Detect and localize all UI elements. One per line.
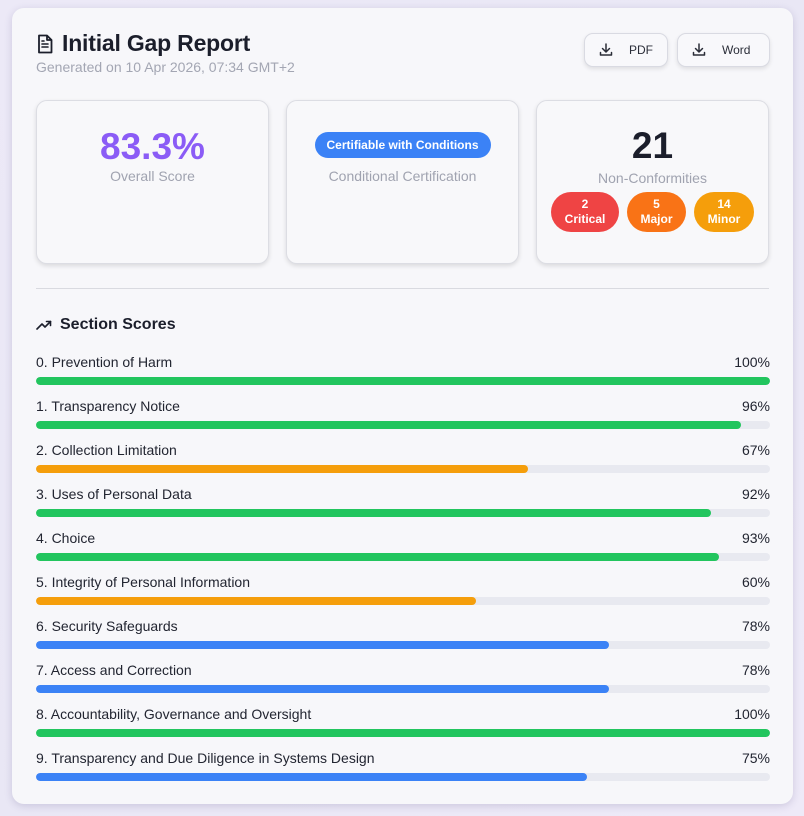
section-score-row: 3. Uses of Personal Data 92%	[36, 486, 770, 530]
word-label: Word	[722, 43, 751, 57]
progress-track	[36, 597, 770, 605]
page-title: Initial Gap Report	[62, 30, 251, 56]
progress-fill	[36, 465, 528, 473]
certification-label: Conditional Certification	[328, 168, 477, 184]
progress-fill	[36, 597, 477, 605]
critical-count: 2	[581, 197, 589, 211]
section-score-row: 0. Prevention of Harm 100%	[36, 354, 770, 398]
overall-score-label: Overall Score	[110, 168, 195, 184]
section-label: 9. Transparency and Due Diligence in Sys…	[36, 750, 375, 766]
critical-label: Critical	[564, 212, 606, 226]
section-percentage: 93%	[741, 530, 770, 546]
progress-fill	[36, 685, 609, 693]
minor-count: 14	[717, 197, 731, 211]
progress-track	[36, 685, 770, 693]
title-row: Initial Gap Report	[36, 30, 769, 57]
section-label: 4. Choice	[36, 530, 96, 546]
section-label: 3. Uses of Personal Data	[36, 486, 192, 502]
section-label: 6. Security Safeguards	[36, 618, 178, 634]
download-icon	[692, 43, 706, 56]
divider	[36, 288, 769, 289]
section-label: 8. Accountability, Governance and Oversi…	[36, 706, 312, 722]
progress-track	[36, 729, 770, 737]
section-percentage: 67%	[741, 442, 770, 458]
progress-fill	[36, 377, 770, 385]
section-score-row: 6. Security Safeguards 78%	[36, 618, 770, 662]
progress-track	[36, 421, 770, 429]
major-count: 5	[653, 197, 660, 211]
progress-fill	[36, 421, 741, 429]
section-scores-title: Section Scores	[60, 316, 176, 333]
section-percentage: 100%	[734, 706, 770, 722]
section-score-row: 7. Access and Correction 78%	[36, 662, 770, 706]
section-label: 2. Collection Limitation	[36, 442, 177, 458]
section-percentage: 78%	[741, 618, 770, 634]
progress-track	[36, 773, 770, 781]
generated-timestamp: Generated on 10 Apr 2026, 07:34 GMT+2	[36, 59, 295, 75]
progress-track	[36, 553, 770, 561]
section-percentage: 100%	[734, 354, 770, 370]
major-badge: 5 Major	[627, 192, 686, 232]
progress-track	[36, 641, 770, 649]
document-icon	[38, 34, 53, 53]
trending-up-icon	[36, 320, 52, 330]
section-score-row: 4. Choice 93%	[36, 530, 770, 574]
progress-fill	[36, 729, 770, 737]
section-score-row: 2. Collection Limitation 67%	[36, 442, 770, 486]
certification-card: Certifiable with Conditions Conditional …	[286, 100, 519, 264]
section-percentage: 96%	[741, 398, 770, 414]
critical-badge: 2 Critical	[551, 192, 619, 232]
progress-fill	[36, 641, 609, 649]
section-score-row: 9. Transparency and Due Diligence in Sys…	[36, 750, 770, 794]
progress-fill	[36, 509, 712, 517]
report-card: Initial Gap Report Generated on 10 Apr 2…	[12, 8, 793, 804]
section-label: 7. Access and Correction	[36, 662, 192, 678]
section-percentage: 78%	[741, 662, 770, 678]
section-label: 1. Transparency Notice	[36, 398, 180, 414]
section-percentage: 92%	[741, 486, 770, 502]
minor-label: Minor	[707, 212, 741, 226]
download-pdf-button[interactable]: PDF	[584, 33, 668, 67]
progress-fill	[36, 553, 719, 561]
section-label: 5. Integrity of Personal Information	[36, 574, 250, 590]
overall-score-value: 83.3%	[100, 126, 205, 167]
progress-track	[36, 465, 770, 473]
section-scores-list: 0. Prevention of Harm 100% 1. Transparency…	[36, 354, 770, 794]
non-conformities-count: 21	[631, 125, 674, 166]
certification-status-badge: Certifiable with Conditions	[314, 132, 491, 158]
pdf-label: PDF	[629, 43, 653, 57]
non-conformities-card: 21 Non-Conformities 2 Critical 5 Major 1…	[536, 100, 769, 264]
section-percentage: 75%	[741, 750, 770, 766]
minor-badge: 14 Minor	[694, 192, 754, 232]
download-icon	[599, 43, 613, 56]
major-label: Major	[640, 212, 673, 226]
progress-track	[36, 509, 770, 517]
section-score-row: 8. Accountability, Governance and Oversi…	[36, 706, 770, 750]
non-conformities-label: Non-Conformities	[598, 170, 707, 186]
download-word-button[interactable]: Word	[677, 33, 770, 67]
overall-score-card: 83.3% Overall Score	[36, 100, 269, 264]
section-percentage: 60%	[741, 574, 770, 590]
section-scores-heading: Section Scores	[36, 316, 176, 334]
progress-track	[36, 377, 770, 385]
section-label: 0. Prevention of Harm	[36, 354, 173, 370]
progress-fill	[36, 773, 587, 781]
severity-badges: 2 Critical 5 Major 14 Minor	[537, 192, 768, 232]
section-score-row: 5. Integrity of Personal Information 60%	[36, 574, 770, 618]
section-score-row: 1. Transparency Notice 96%	[36, 398, 770, 442]
report-header: Initial Gap Report Generated on 10 Apr 2…	[36, 30, 770, 80]
